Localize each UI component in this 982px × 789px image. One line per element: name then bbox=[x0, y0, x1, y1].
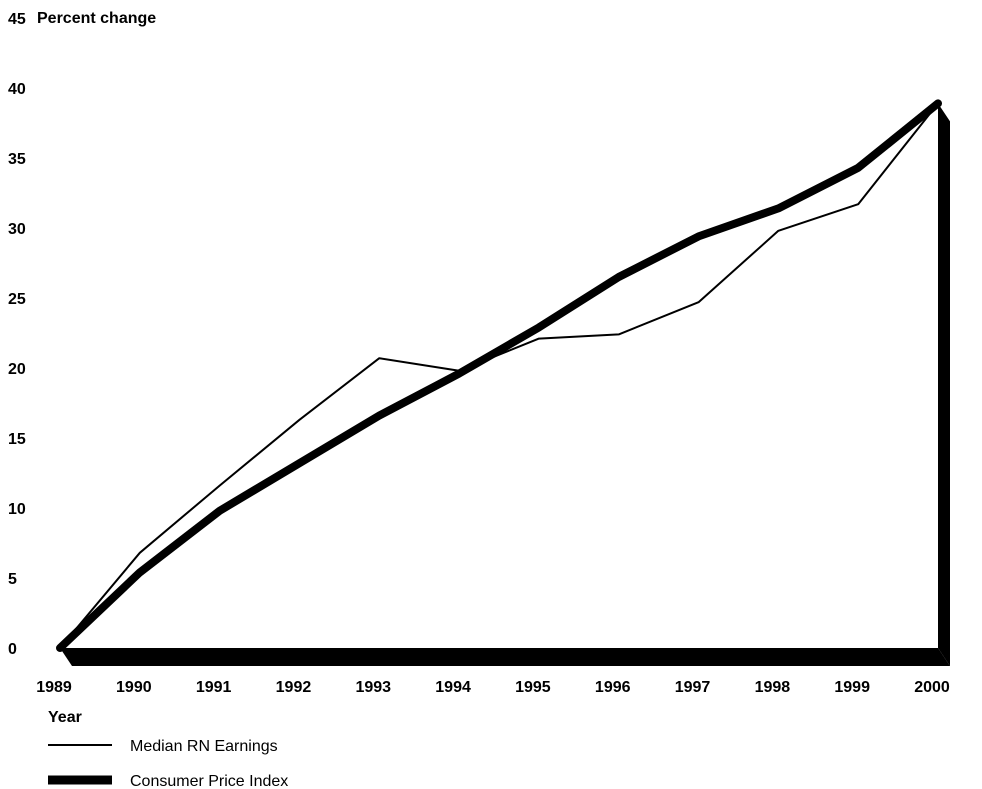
x-tick-label: 1997 bbox=[675, 679, 711, 696]
y-axis-title: Percent change bbox=[37, 10, 156, 27]
y-tick-label: 20 bbox=[8, 361, 26, 378]
y-tick-label: 0 bbox=[8, 641, 17, 658]
y-tick-label: 15 bbox=[8, 431, 26, 448]
series-layer bbox=[56, 99, 942, 652]
x-tick-labels: 1989 1990 1991 1992 1993 1994 1995 1996 1997 1998… bbox=[36, 679, 950, 696]
x-tick-label: 1989 bbox=[36, 679, 72, 696]
x-tick-label: 2000 bbox=[914, 679, 950, 696]
x-tick-label: 1991 bbox=[196, 679, 232, 696]
y-tick-label: 40 bbox=[8, 81, 26, 98]
x-tick-label: 1996 bbox=[595, 679, 631, 696]
right-edge-bar bbox=[938, 103, 950, 666]
x-tick-label: 1999 bbox=[834, 679, 870, 696]
y-tick-label: 30 bbox=[8, 221, 26, 238]
x-tick-label: 1993 bbox=[355, 679, 391, 696]
y-tick-label: 25 bbox=[8, 291, 26, 308]
x-tick-label: 1994 bbox=[435, 679, 471, 696]
y-tick-label: 5 bbox=[8, 571, 17, 588]
x-tick-label: 1992 bbox=[276, 679, 312, 696]
y-tick-label: 45 bbox=[8, 11, 26, 28]
x-tick-label: 1998 bbox=[755, 679, 791, 696]
y-tick-labels: 0 5 10 15 20 25 30 35 40 45 bbox=[8, 11, 26, 658]
x-axis-title: Year bbox=[48, 709, 82, 726]
series-line-median-rn-earnings bbox=[59, 102, 939, 649]
legend-label-median-rn-earnings: Median RN Earnings bbox=[130, 738, 278, 755]
x-tick-label: 1995 bbox=[515, 679, 551, 696]
baseline-bar bbox=[60, 648, 950, 666]
legend-label-consumer-price-index: Consumer Price Index bbox=[130, 773, 288, 789]
y-tick-label: 10 bbox=[8, 501, 26, 518]
chart-frame bbox=[60, 103, 950, 666]
series-line-consumer-price-index bbox=[56, 99, 942, 652]
y-tick-label: 35 bbox=[8, 151, 26, 168]
legend: Median RN Earnings Consumer Price Index bbox=[48, 738, 288, 789]
x-tick-label: 1990 bbox=[116, 679, 152, 696]
